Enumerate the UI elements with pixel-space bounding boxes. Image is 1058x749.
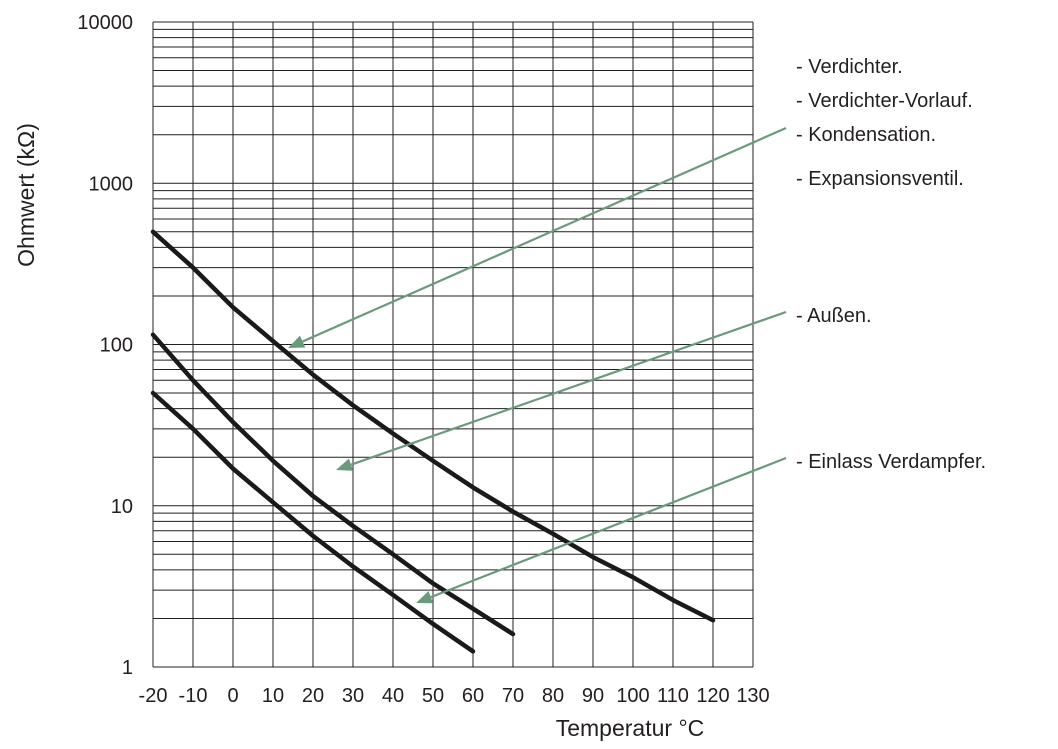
y-axis-ticks: 1 10 100 1000 10000 — [77, 12, 133, 679]
y-tick-label: 100 — [100, 335, 133, 357]
legend-pointer-line — [350, 310, 787, 466]
x-tick-label: 60 — [462, 685, 484, 707]
series-line-3 — [150, 390, 476, 654]
series-line-2 — [150, 332, 516, 637]
y-tick-label: 10 — [111, 496, 133, 518]
legend: - Verdichter. - Verdichter-Vorlauf. - Kond… — [796, 56, 986, 473]
legend-entry: - Verdichter-Vorlauf. — [796, 90, 973, 112]
x-tick-label: 110 — [657, 685, 689, 707]
legend-entry: - Einlass Verdampfer. — [796, 451, 986, 473]
series-line-1 — [150, 229, 716, 623]
y-tick-label: 10000 — [77, 12, 133, 34]
x-tick-label: 50 — [422, 685, 444, 707]
y-axis-label: Ohmwert (kΩ) — [13, 123, 39, 267]
legend-pointer-line — [430, 456, 787, 599]
chart-curves — [150, 229, 716, 654]
x-tick-label: 90 — [582, 685, 604, 707]
x-tick-label: 120 — [696, 685, 729, 707]
x-axis-ticks: -20 -10 0 10 20 30 40 50 60 70 80 90 100 110 120 130 — [139, 685, 770, 707]
legend-pointers — [288, 126, 787, 604]
x-tick-label: 80 — [542, 685, 564, 707]
legend-entry: - Kondensation. — [796, 124, 936, 146]
x-tick-label: 70 — [502, 685, 524, 707]
legend-pointer-arrowhead — [288, 335, 306, 348]
legend-entry: - Verdichter. — [796, 56, 903, 78]
x-tick-label: 100 — [616, 685, 649, 707]
legend-entry: - Außen. — [796, 305, 872, 327]
chart-grid — [152, 21, 754, 668]
legend-pointer-arrowhead — [416, 591, 434, 604]
x-tick-label: 30 — [342, 685, 364, 707]
x-tick-label: -10 — [179, 685, 208, 707]
x-axis-label: Temperatur °C — [556, 715, 705, 741]
legend-entry: - Expansionsventil. — [796, 168, 964, 190]
y-tick-label: 1000 — [89, 173, 134, 195]
x-tick-label: 20 — [302, 685, 324, 707]
legend-pointer-line — [302, 126, 787, 343]
x-tick-label: 130 — [736, 685, 769, 707]
x-tick-label: 0 — [227, 685, 238, 707]
x-tick-label: 10 — [262, 685, 284, 707]
y-tick-label: 1 — [122, 657, 133, 679]
x-tick-label: 40 — [382, 685, 404, 707]
x-tick-label: -20 — [139, 685, 168, 707]
legend-pointer-arrowhead — [336, 458, 354, 471]
